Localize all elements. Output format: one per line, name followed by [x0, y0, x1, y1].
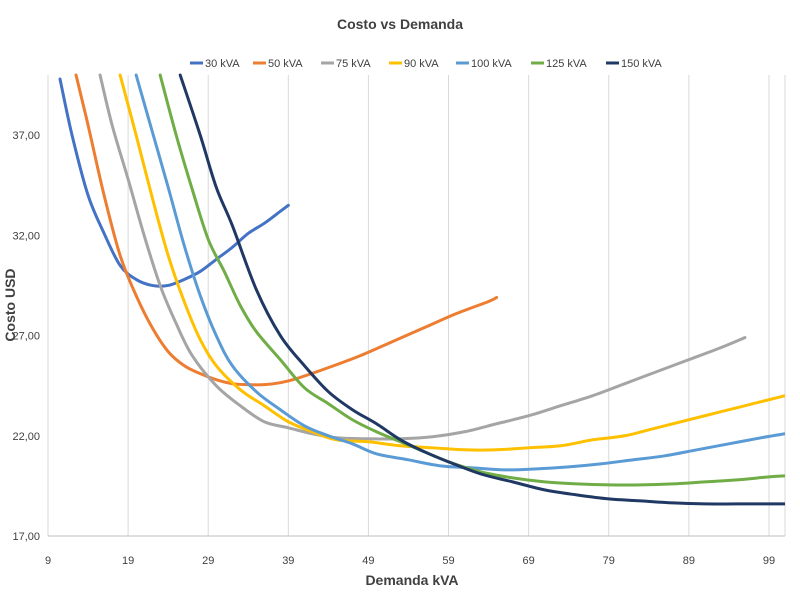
x-tick-label-49: 49 — [362, 555, 374, 567]
legend-label-150-kva: 150 kVA — [621, 58, 662, 70]
x-axis-tick-labels: 9 19 29 39 49 59 69 79 89 99 — [45, 555, 775, 567]
legend-item-30-kva: 30 kVA — [190, 58, 240, 70]
y-tick-label-22-00: 22,00 — [12, 431, 40, 443]
series-line-100-kva — [134, 73, 785, 472]
y-tick-label-27-00: 27,00 — [12, 331, 40, 343]
chart-grid — [47, 75, 786, 537]
legend-item-90-kva: 90 kVA — [389, 58, 439, 70]
legend-label-125-kva: 125 kVA — [546, 58, 587, 70]
series-line-90-kva — [118, 73, 785, 452]
x-tick-label-99: 99 — [763, 555, 775, 567]
y-axis-label: Costo USD — [2, 268, 18, 341]
chart-plot-area — [58, 73, 785, 506]
legend-item-100-kva: 100 kVA — [456, 58, 512, 70]
x-tick-label-89: 89 — [683, 555, 695, 567]
legend-label-90-kva: 90 kVA — [404, 58, 439, 70]
legend-item-150-kva: 150 kVA — [606, 58, 662, 70]
x-tick-label-39: 39 — [282, 555, 294, 567]
chart-legend: 30 kVA 50 kVA 75 kVA 90 kVA 100 kVA 125 kVA 15… — [190, 58, 662, 70]
x-tick-label-29: 29 — [202, 555, 214, 567]
x-tick-label-69: 69 — [523, 555, 535, 567]
series-line-150-kva — [178, 73, 785, 506]
y-axis-tick-labels: 17,00 22,00 27,00 32,00 37,00 — [12, 130, 40, 543]
legend-item-125-kva: 125 kVA — [531, 58, 587, 70]
series-line-75-kva — [98, 73, 747, 441]
legend-label-50-kva: 50 kVA — [268, 58, 303, 70]
x-tick-label-79: 79 — [603, 555, 615, 567]
y-tick-label-37-00: 37,00 — [12, 130, 40, 142]
x-tick-label-19: 19 — [122, 555, 134, 567]
legend-label-75-kva: 75 kVA — [336, 58, 371, 70]
x-axis-label: Demanda kVA — [365, 572, 458, 588]
y-tick-label-32-00: 32,00 — [12, 230, 40, 242]
x-tick-label-9: 9 — [45, 555, 51, 567]
legend-label-30-kva: 30 kVA — [205, 58, 240, 70]
legend-label-100-kva: 100 kVA — [471, 58, 512, 70]
x-tick-label-59: 59 — [442, 555, 454, 567]
chart-title: Costo vs Demanda — [337, 16, 463, 32]
legend-item-50-kva: 50 kVA — [253, 58, 303, 70]
series-line-50-kva — [74, 73, 499, 387]
legend-item-75-kva: 75 kVA — [321, 58, 371, 70]
y-tick-label-17-00: 17,00 — [12, 531, 40, 543]
